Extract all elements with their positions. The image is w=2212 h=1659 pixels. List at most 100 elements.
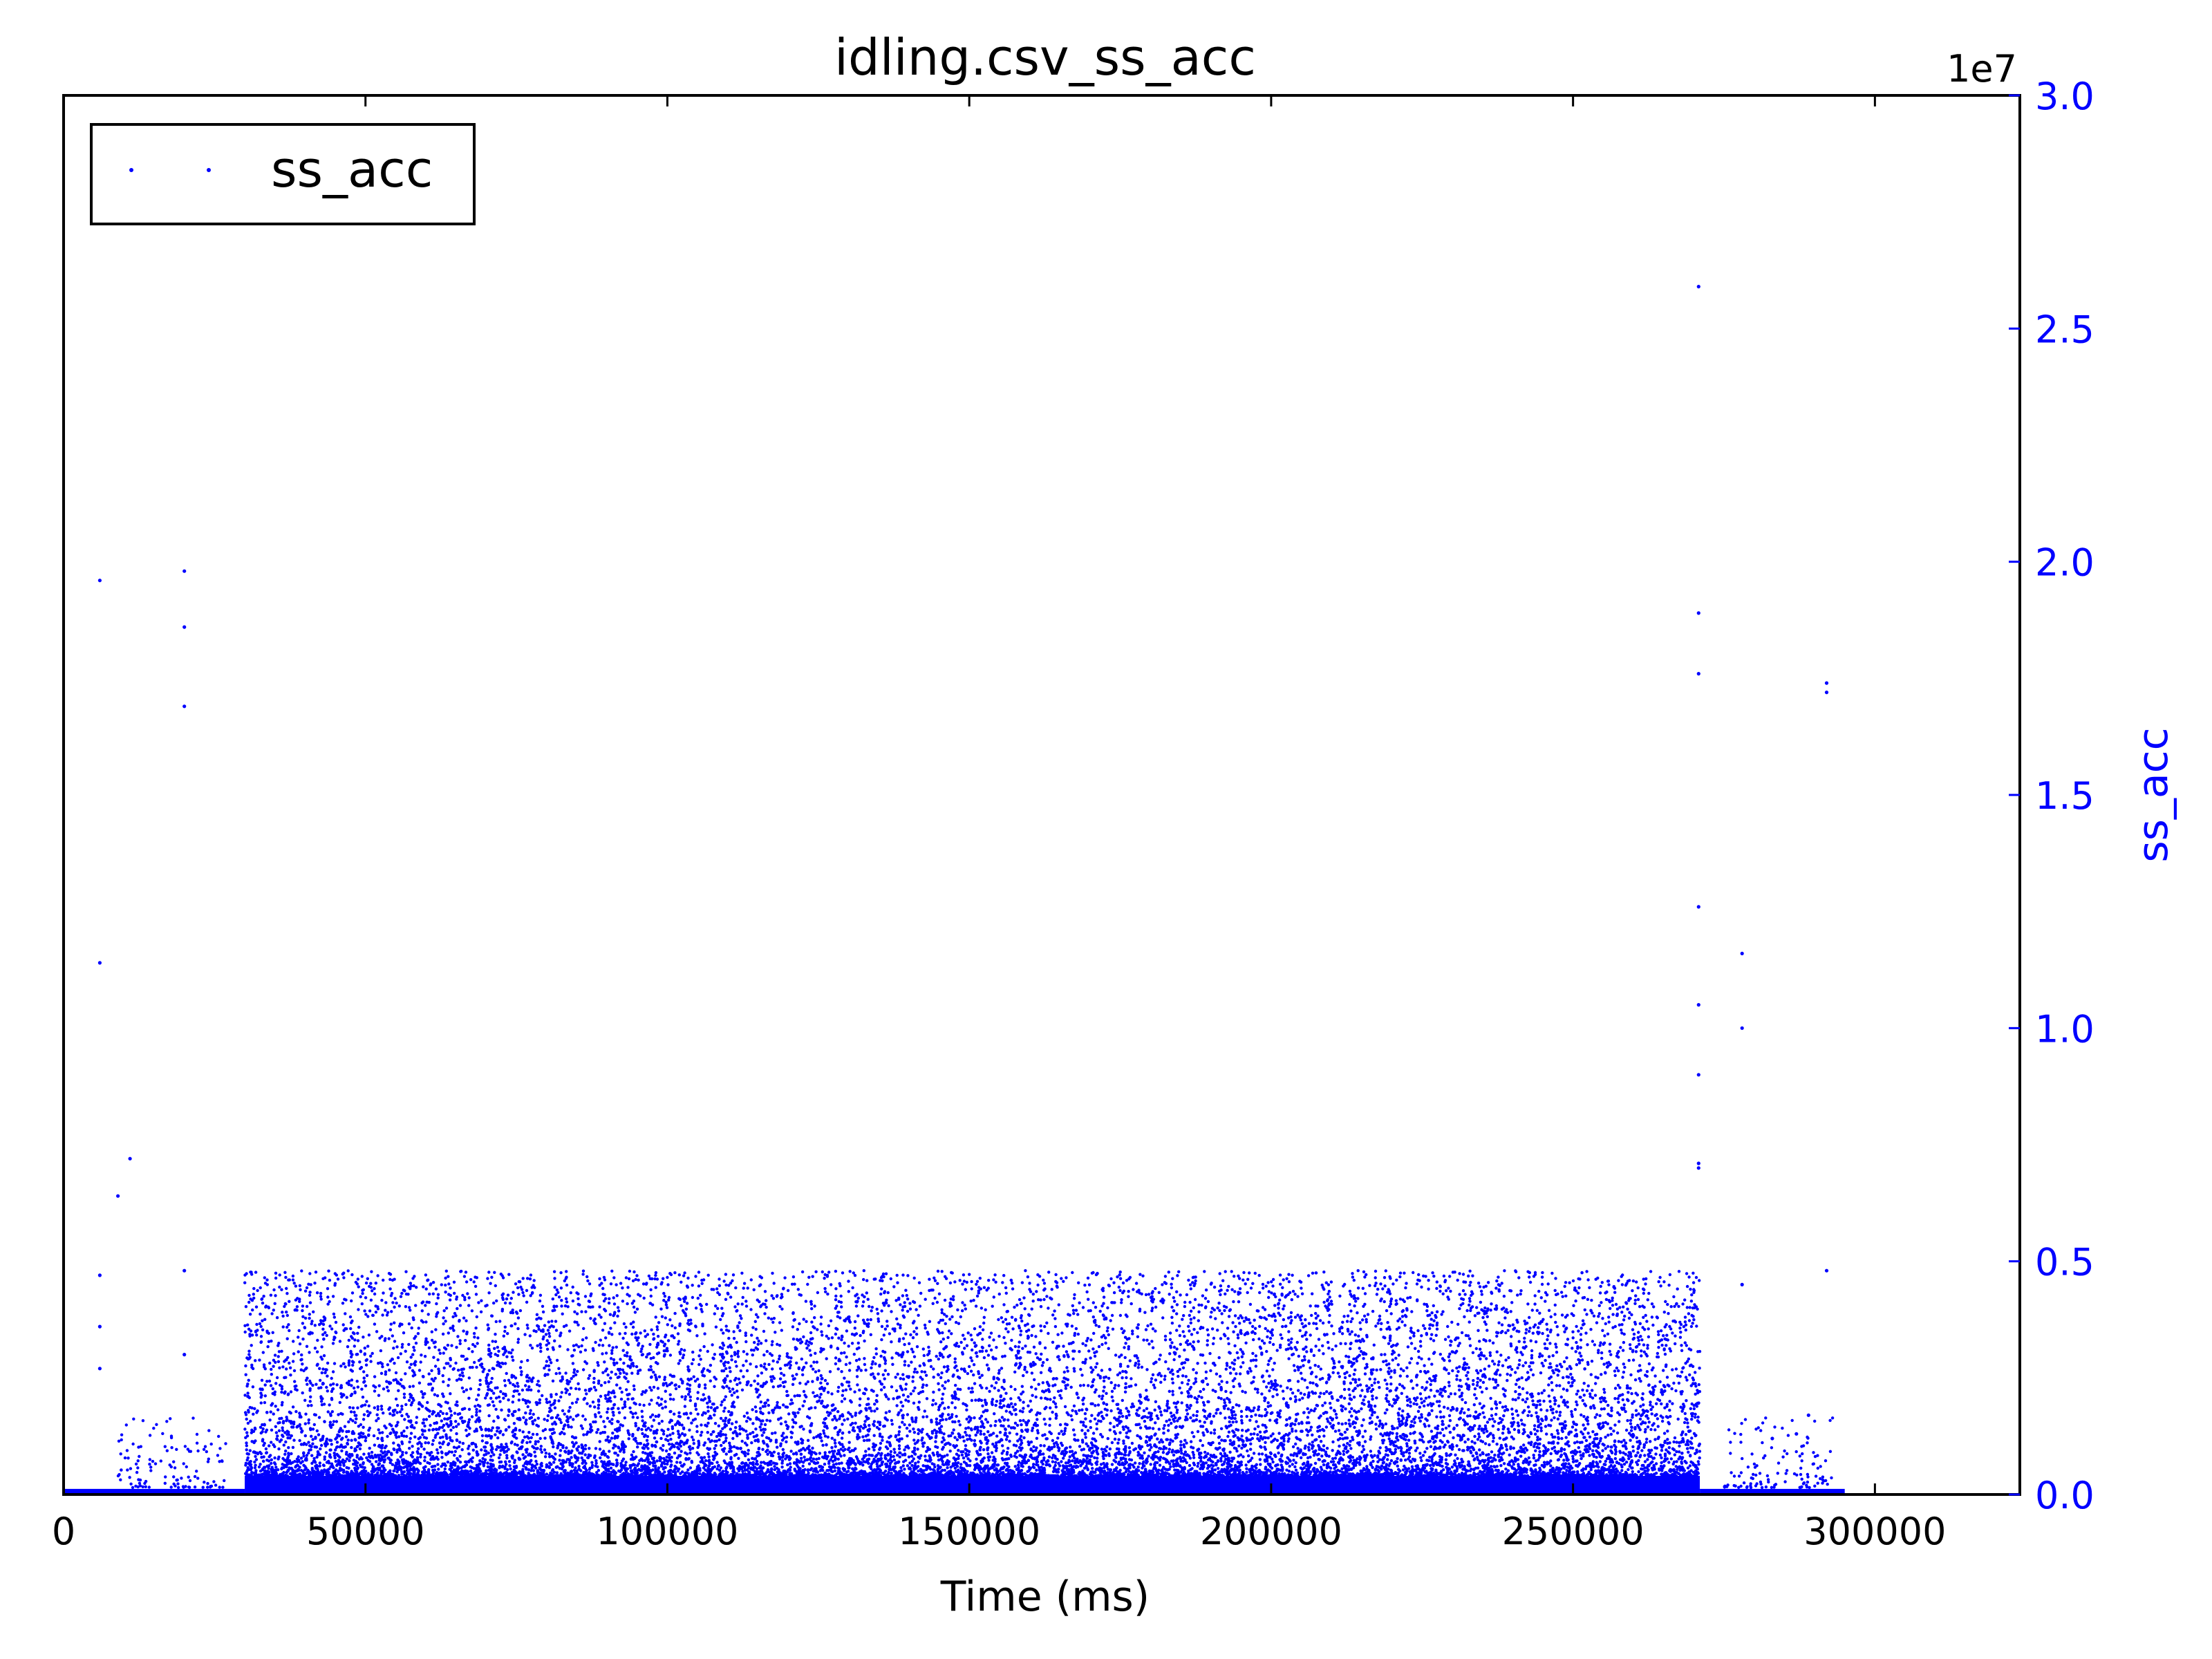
data-point bbox=[449, 1422, 453, 1425]
data-point bbox=[367, 1333, 371, 1337]
data-point bbox=[1022, 1296, 1026, 1300]
data-point bbox=[1447, 1414, 1452, 1418]
data-point bbox=[247, 1353, 251, 1356]
data-point bbox=[561, 1312, 564, 1316]
data-point bbox=[714, 1304, 718, 1308]
data-point bbox=[1613, 1387, 1618, 1390]
data-point bbox=[345, 1430, 348, 1434]
data-point bbox=[1580, 1354, 1583, 1358]
data-point bbox=[1588, 1286, 1591, 1290]
data-point bbox=[1582, 1382, 1586, 1385]
data-point bbox=[719, 1318, 722, 1322]
data-point bbox=[322, 1337, 326, 1341]
data-point bbox=[714, 1325, 718, 1329]
data-point bbox=[381, 1313, 384, 1317]
data-point bbox=[654, 1273, 657, 1277]
data-point bbox=[599, 1415, 603, 1418]
data-point bbox=[261, 1468, 264, 1472]
data-point bbox=[1001, 1444, 1004, 1447]
data-point bbox=[1004, 1438, 1009, 1441]
data-point bbox=[841, 1423, 844, 1426]
data-point bbox=[1000, 1367, 1004, 1370]
chart-title: idling.csv_ss_acc bbox=[834, 28, 1256, 86]
data-point bbox=[585, 1336, 588, 1340]
data-point bbox=[561, 1409, 565, 1413]
data-point bbox=[359, 1366, 364, 1369]
data-point bbox=[410, 1326, 413, 1330]
data-point bbox=[1006, 1435, 1009, 1438]
data-point bbox=[1387, 1367, 1391, 1370]
data-point bbox=[1563, 1330, 1566, 1333]
data-point bbox=[1528, 1315, 1531, 1320]
data-point bbox=[1613, 1397, 1617, 1400]
data-point bbox=[1435, 1286, 1438, 1291]
data-point bbox=[946, 1379, 950, 1382]
data-point bbox=[610, 1436, 614, 1440]
data-point bbox=[910, 1463, 914, 1468]
data-point bbox=[1175, 1329, 1179, 1332]
data-point bbox=[274, 1271, 278, 1275]
data-point bbox=[753, 1465, 757, 1469]
data-point bbox=[1034, 1395, 1038, 1399]
data-point bbox=[912, 1401, 916, 1405]
data-point bbox=[910, 1416, 914, 1420]
data-point bbox=[648, 1342, 652, 1347]
data-point bbox=[1555, 1429, 1559, 1432]
data-point bbox=[1503, 1405, 1508, 1409]
data-point bbox=[909, 1392, 913, 1396]
data-point bbox=[729, 1380, 732, 1383]
data-point bbox=[1145, 1338, 1149, 1342]
data-point bbox=[1105, 1391, 1108, 1396]
data-point bbox=[442, 1395, 445, 1398]
data-point bbox=[1529, 1368, 1533, 1371]
data-point bbox=[1290, 1337, 1293, 1341]
data-point bbox=[1450, 1320, 1454, 1324]
data-point bbox=[631, 1412, 635, 1416]
data-point bbox=[278, 1273, 281, 1277]
data-point bbox=[315, 1455, 319, 1459]
data-point bbox=[1676, 1287, 1679, 1291]
data-point bbox=[1148, 1448, 1152, 1452]
data-point bbox=[352, 1386, 356, 1390]
data-point bbox=[735, 1365, 738, 1368]
data-point bbox=[668, 1443, 671, 1446]
data-point bbox=[1441, 1310, 1445, 1313]
data-point bbox=[1052, 1400, 1056, 1404]
data-point bbox=[1203, 1450, 1207, 1454]
data-point bbox=[1502, 1462, 1506, 1465]
data-point bbox=[1396, 1363, 1400, 1367]
data-point bbox=[660, 1315, 664, 1318]
data-point bbox=[456, 1306, 459, 1311]
data-point bbox=[1550, 1433, 1553, 1436]
data-point bbox=[1200, 1396, 1203, 1399]
data-point bbox=[1289, 1387, 1293, 1391]
data-point bbox=[839, 1294, 843, 1298]
data-point bbox=[409, 1282, 413, 1285]
data-point bbox=[393, 1305, 396, 1309]
data-point bbox=[531, 1291, 534, 1295]
data-point bbox=[1345, 1427, 1349, 1431]
data-point bbox=[438, 1351, 442, 1356]
data-point bbox=[719, 1416, 723, 1421]
data-point bbox=[1473, 1314, 1477, 1318]
data-point bbox=[878, 1363, 881, 1367]
data-point bbox=[577, 1345, 581, 1349]
data-point bbox=[1168, 1389, 1172, 1394]
data-point bbox=[934, 1402, 937, 1406]
data-point bbox=[308, 1313, 311, 1316]
data-point bbox=[1251, 1282, 1255, 1286]
data-point bbox=[1080, 1429, 1084, 1432]
data-point bbox=[440, 1456, 444, 1459]
data-point bbox=[1597, 1312, 1601, 1315]
data-point bbox=[1058, 1394, 1062, 1398]
data-point bbox=[883, 1327, 888, 1331]
data-point bbox=[1306, 1445, 1311, 1449]
data-point bbox=[986, 1430, 990, 1434]
data-point bbox=[546, 1414, 550, 1418]
data-point bbox=[494, 1407, 498, 1412]
data-point bbox=[915, 1333, 919, 1336]
data-point bbox=[1631, 1413, 1634, 1416]
data-point bbox=[1456, 1456, 1459, 1461]
data-point bbox=[896, 1281, 899, 1284]
data-point bbox=[436, 1293, 440, 1297]
